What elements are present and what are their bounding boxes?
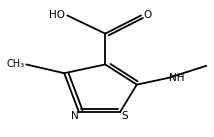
Text: N: N [71,111,79,121]
Text: O: O [143,10,151,20]
Text: S: S [121,111,128,121]
Text: HO: HO [49,10,65,20]
Text: CH₃: CH₃ [6,59,24,69]
Text: NH: NH [169,73,184,83]
